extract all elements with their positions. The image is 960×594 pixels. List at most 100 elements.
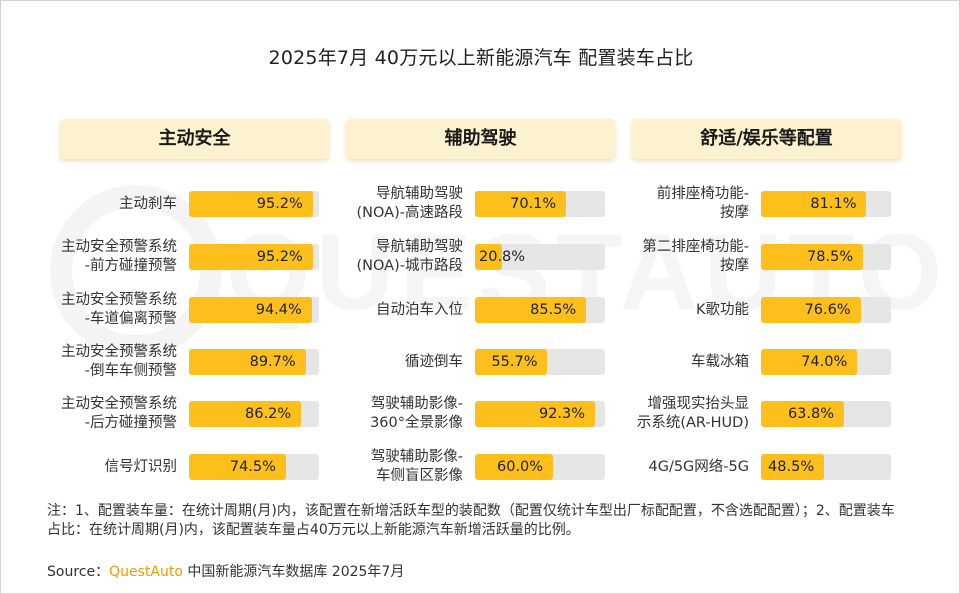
data-label: 94.4% [255, 302, 302, 318]
bar [761, 297, 861, 323]
category-label-line: 主动刹车 [119, 195, 177, 212]
category-label-line: K歌功能 [695, 301, 749, 318]
bar-track: 70.1% [475, 191, 605, 217]
category-label-line: 第二排座椅功能- [642, 239, 749, 255]
category-label-line: -倒车车侧预警 [84, 363, 177, 379]
category-label-line: 信号灯识别 [104, 458, 178, 475]
bar [189, 349, 306, 375]
category-label-line: 车载冰箱 [691, 353, 749, 370]
bar-track: 86.2% [189, 401, 319, 427]
category-label-line: (NOA)-城市路段 [356, 258, 463, 274]
data-label: 74.5% [229, 459, 276, 475]
bar-track: 74.5% [189, 454, 319, 480]
category-label-line: 示系统(AR-HUD) [636, 415, 749, 431]
bar-track: 81.1% [761, 191, 891, 217]
source-suffix: 中国新能源汽车数据库 2025年7月 [182, 564, 405, 580]
section-header-3: 舒适/娱乐等配置 [632, 119, 901, 159]
category-label: 车载冰箱 [579, 340, 749, 384]
category-label: 增强现实抬头显示系统(AR-HUD) [579, 392, 749, 436]
category-label-line: 车侧盲区影像 [376, 468, 463, 484]
data-label: 74.0% [801, 354, 848, 370]
bar-track: 76.6% [761, 297, 891, 323]
category-label-line: 导航辅助驾驶 [376, 186, 463, 202]
data-label: 95.2% [256, 196, 303, 212]
bar-track: 55.7% [475, 349, 605, 375]
category-label-line: 主动安全预警系统 [61, 292, 177, 308]
category-label: 主动刹车 [7, 182, 177, 226]
category-label-line: 驾驶辅助影像- [370, 396, 463, 412]
bar [475, 297, 587, 323]
category-label: K歌功能 [579, 288, 749, 332]
category-label-line: 循迹倒车 [405, 353, 463, 370]
bar [761, 454, 825, 480]
source-prefix: Source： [47, 564, 110, 580]
category-label-line: -前方碰撞预警 [84, 258, 177, 274]
category-label-line: 增强现实抬头显 [647, 396, 750, 412]
bar-track: 63.8% [761, 401, 891, 427]
data-label: 76.6% [804, 302, 851, 318]
bar [189, 191, 313, 217]
bar [475, 244, 503, 270]
bar [761, 244, 864, 270]
bar-track: 85.5% [475, 297, 605, 323]
data-label: 92.3% [538, 406, 586, 422]
data-label: 95.2% [256, 249, 303, 265]
bar-track: 89.7% [189, 349, 319, 375]
bar-track: 20.8% [475, 244, 605, 270]
bar [189, 244, 313, 270]
bar [189, 297, 312, 323]
category-label: 驾驶辅助影像- 360°全景影像 [293, 392, 463, 436]
section-header-1: 主动安全 [60, 119, 329, 159]
chart-title: 2025年7月 40万元以上新能源汽车 配置装车占比 [268, 47, 694, 69]
data-label: 86.2% [245, 406, 292, 422]
category-label: 导航辅助驾驶 (NOA)-高速路段 [293, 182, 463, 226]
bar [475, 401, 595, 427]
bar-track: 78.5% [761, 244, 891, 270]
data-label: 85.5% [530, 302, 577, 318]
bar [761, 349, 858, 375]
bar-track: 60.0% [475, 454, 605, 480]
category-label-line: 主动安全预警系统 [61, 396, 177, 412]
category-label-line: 前排座椅功能- [656, 186, 749, 202]
bar [475, 191, 567, 217]
category-label: 导航辅助驾驶 (NOA)-城市路段 [293, 235, 463, 279]
category-label: 前排座椅功能- 按摩 [579, 182, 749, 226]
category-label-line: 按摩 [720, 205, 749, 221]
data-label: 63.8% [787, 406, 835, 422]
bar [475, 349, 548, 375]
category-label: 4G/5G网络-5G [579, 445, 749, 489]
bar-track: 92.3% [475, 401, 605, 427]
category-label-line: 按摩 [720, 258, 749, 274]
data-label: 89.7% [249, 354, 296, 370]
category-label-line: -车道偏离预警 [84, 311, 177, 327]
category-label-line: 自动泊车入位 [376, 301, 463, 318]
data-label: 81.1% [810, 196, 857, 212]
category-label: 主动安全预警系统 -前方碰撞预警 [7, 235, 177, 279]
category-label-line: -后方碰撞预警 [84, 415, 177, 431]
bar [189, 454, 286, 480]
category-label: 主动安全预警系统 -车道偏离预警 [7, 288, 177, 332]
category-label-line: 360°全景影像 [370, 415, 463, 431]
category-label-line: 主动安全预警系统 [61, 239, 177, 255]
category-label: 主动安全预警系统 -倒车车侧预警 [7, 340, 177, 384]
data-label: 78.5% [807, 249, 854, 265]
bar-track: 94.4% [189, 297, 319, 323]
data-label: 60.0% [497, 459, 544, 475]
category-label: 主动安全预警系统 -后方碰撞预警 [7, 392, 177, 436]
category-label: 自动泊车入位 [293, 288, 463, 332]
category-label: 驾驶辅助影像- 车侧盲区影像 [293, 445, 463, 489]
source-brand: QuestAuto [109, 564, 183, 580]
data-label: 55.7% [491, 354, 538, 370]
data-label: 70.1% [510, 196, 557, 212]
bar-track: 48.5% [761, 454, 891, 480]
bar-track: 95.2% [189, 244, 319, 270]
bar [761, 401, 844, 427]
category-label-line: 4G/5G网络-5G [648, 458, 749, 475]
category-label-line: 驾驶辅助影像- [370, 449, 463, 465]
bar-track: 95.2% [189, 191, 319, 217]
bar-track: 74.0% [761, 349, 891, 375]
data-label: 48.5% [768, 459, 815, 475]
source-line: Source：QuestAuto 中国新能源汽车数据库 2025年7月 [47, 561, 404, 581]
bar [189, 401, 302, 427]
